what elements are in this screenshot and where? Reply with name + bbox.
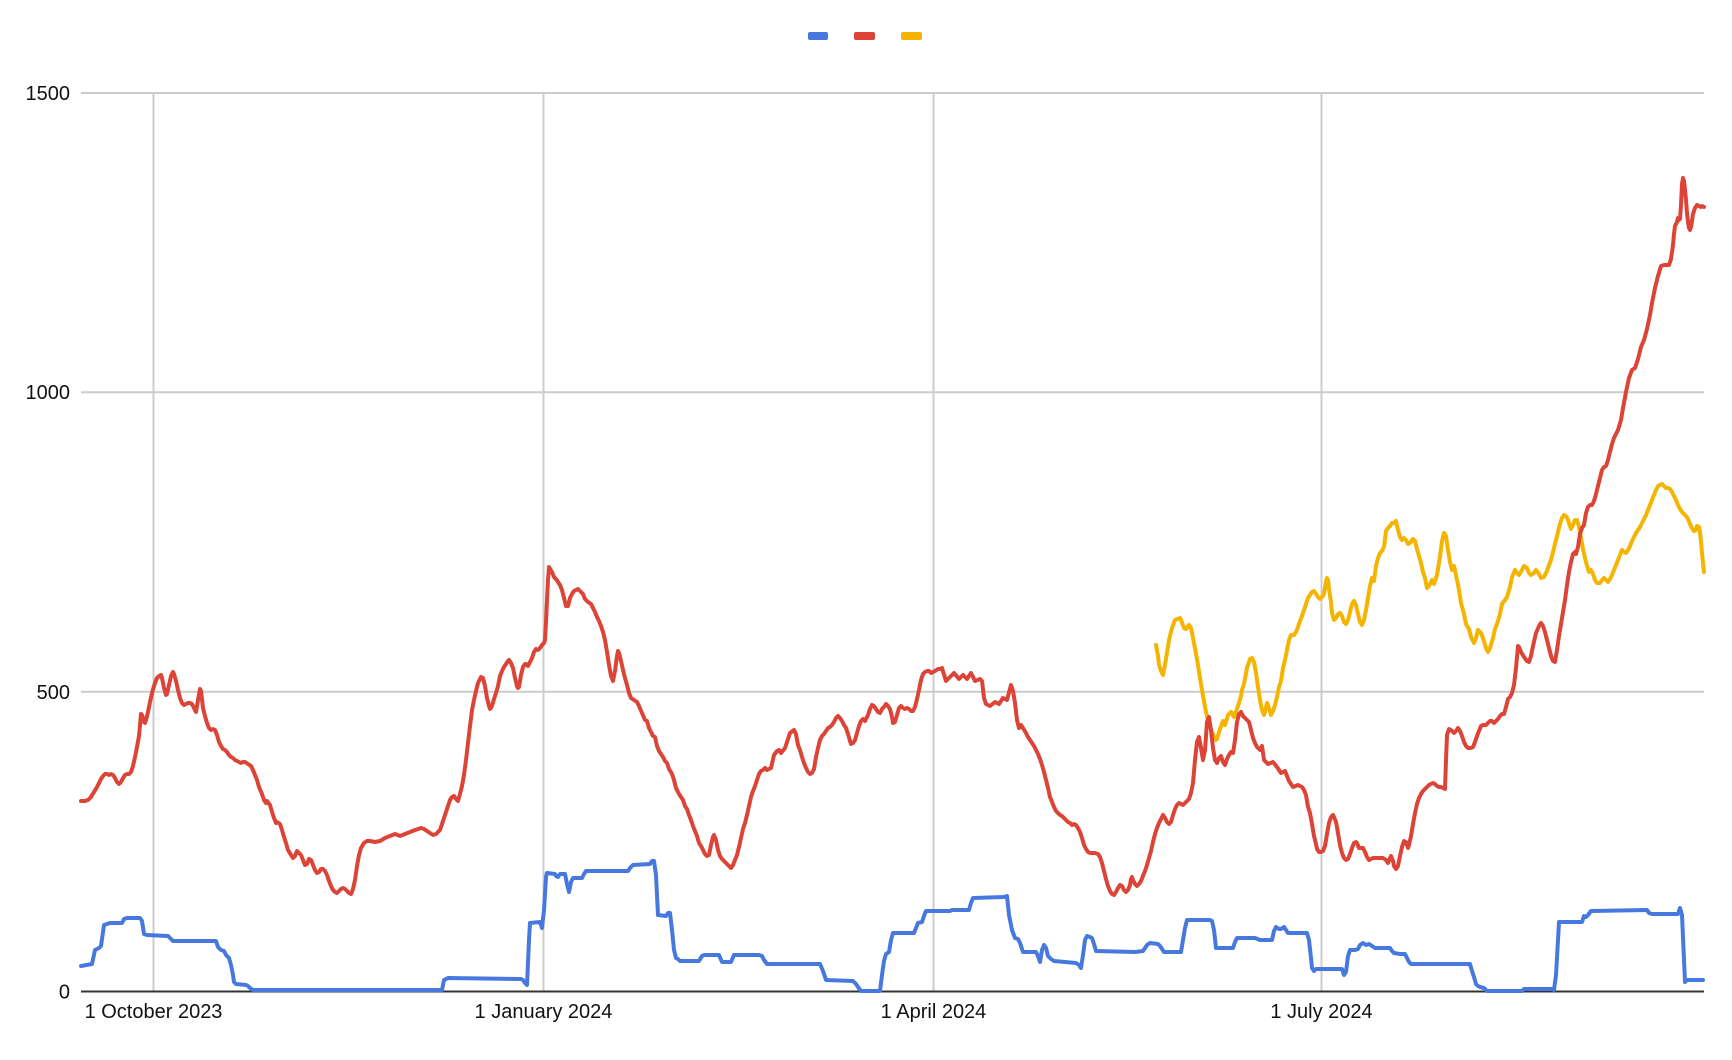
svg-text:1000: 1000: [26, 382, 71, 404]
svg-text:1500: 1500: [26, 83, 71, 105]
svg-text:1 July 2024: 1 July 2024: [1270, 1001, 1372, 1023]
svg-text:1 April 2024: 1 April 2024: [881, 1001, 987, 1023]
svg-text:0: 0: [59, 982, 70, 1004]
svg-text:1 January 2024: 1 January 2024: [475, 1001, 613, 1023]
svg-text:500: 500: [37, 682, 70, 704]
svg-text:1 October 2023: 1 October 2023: [85, 1001, 223, 1023]
